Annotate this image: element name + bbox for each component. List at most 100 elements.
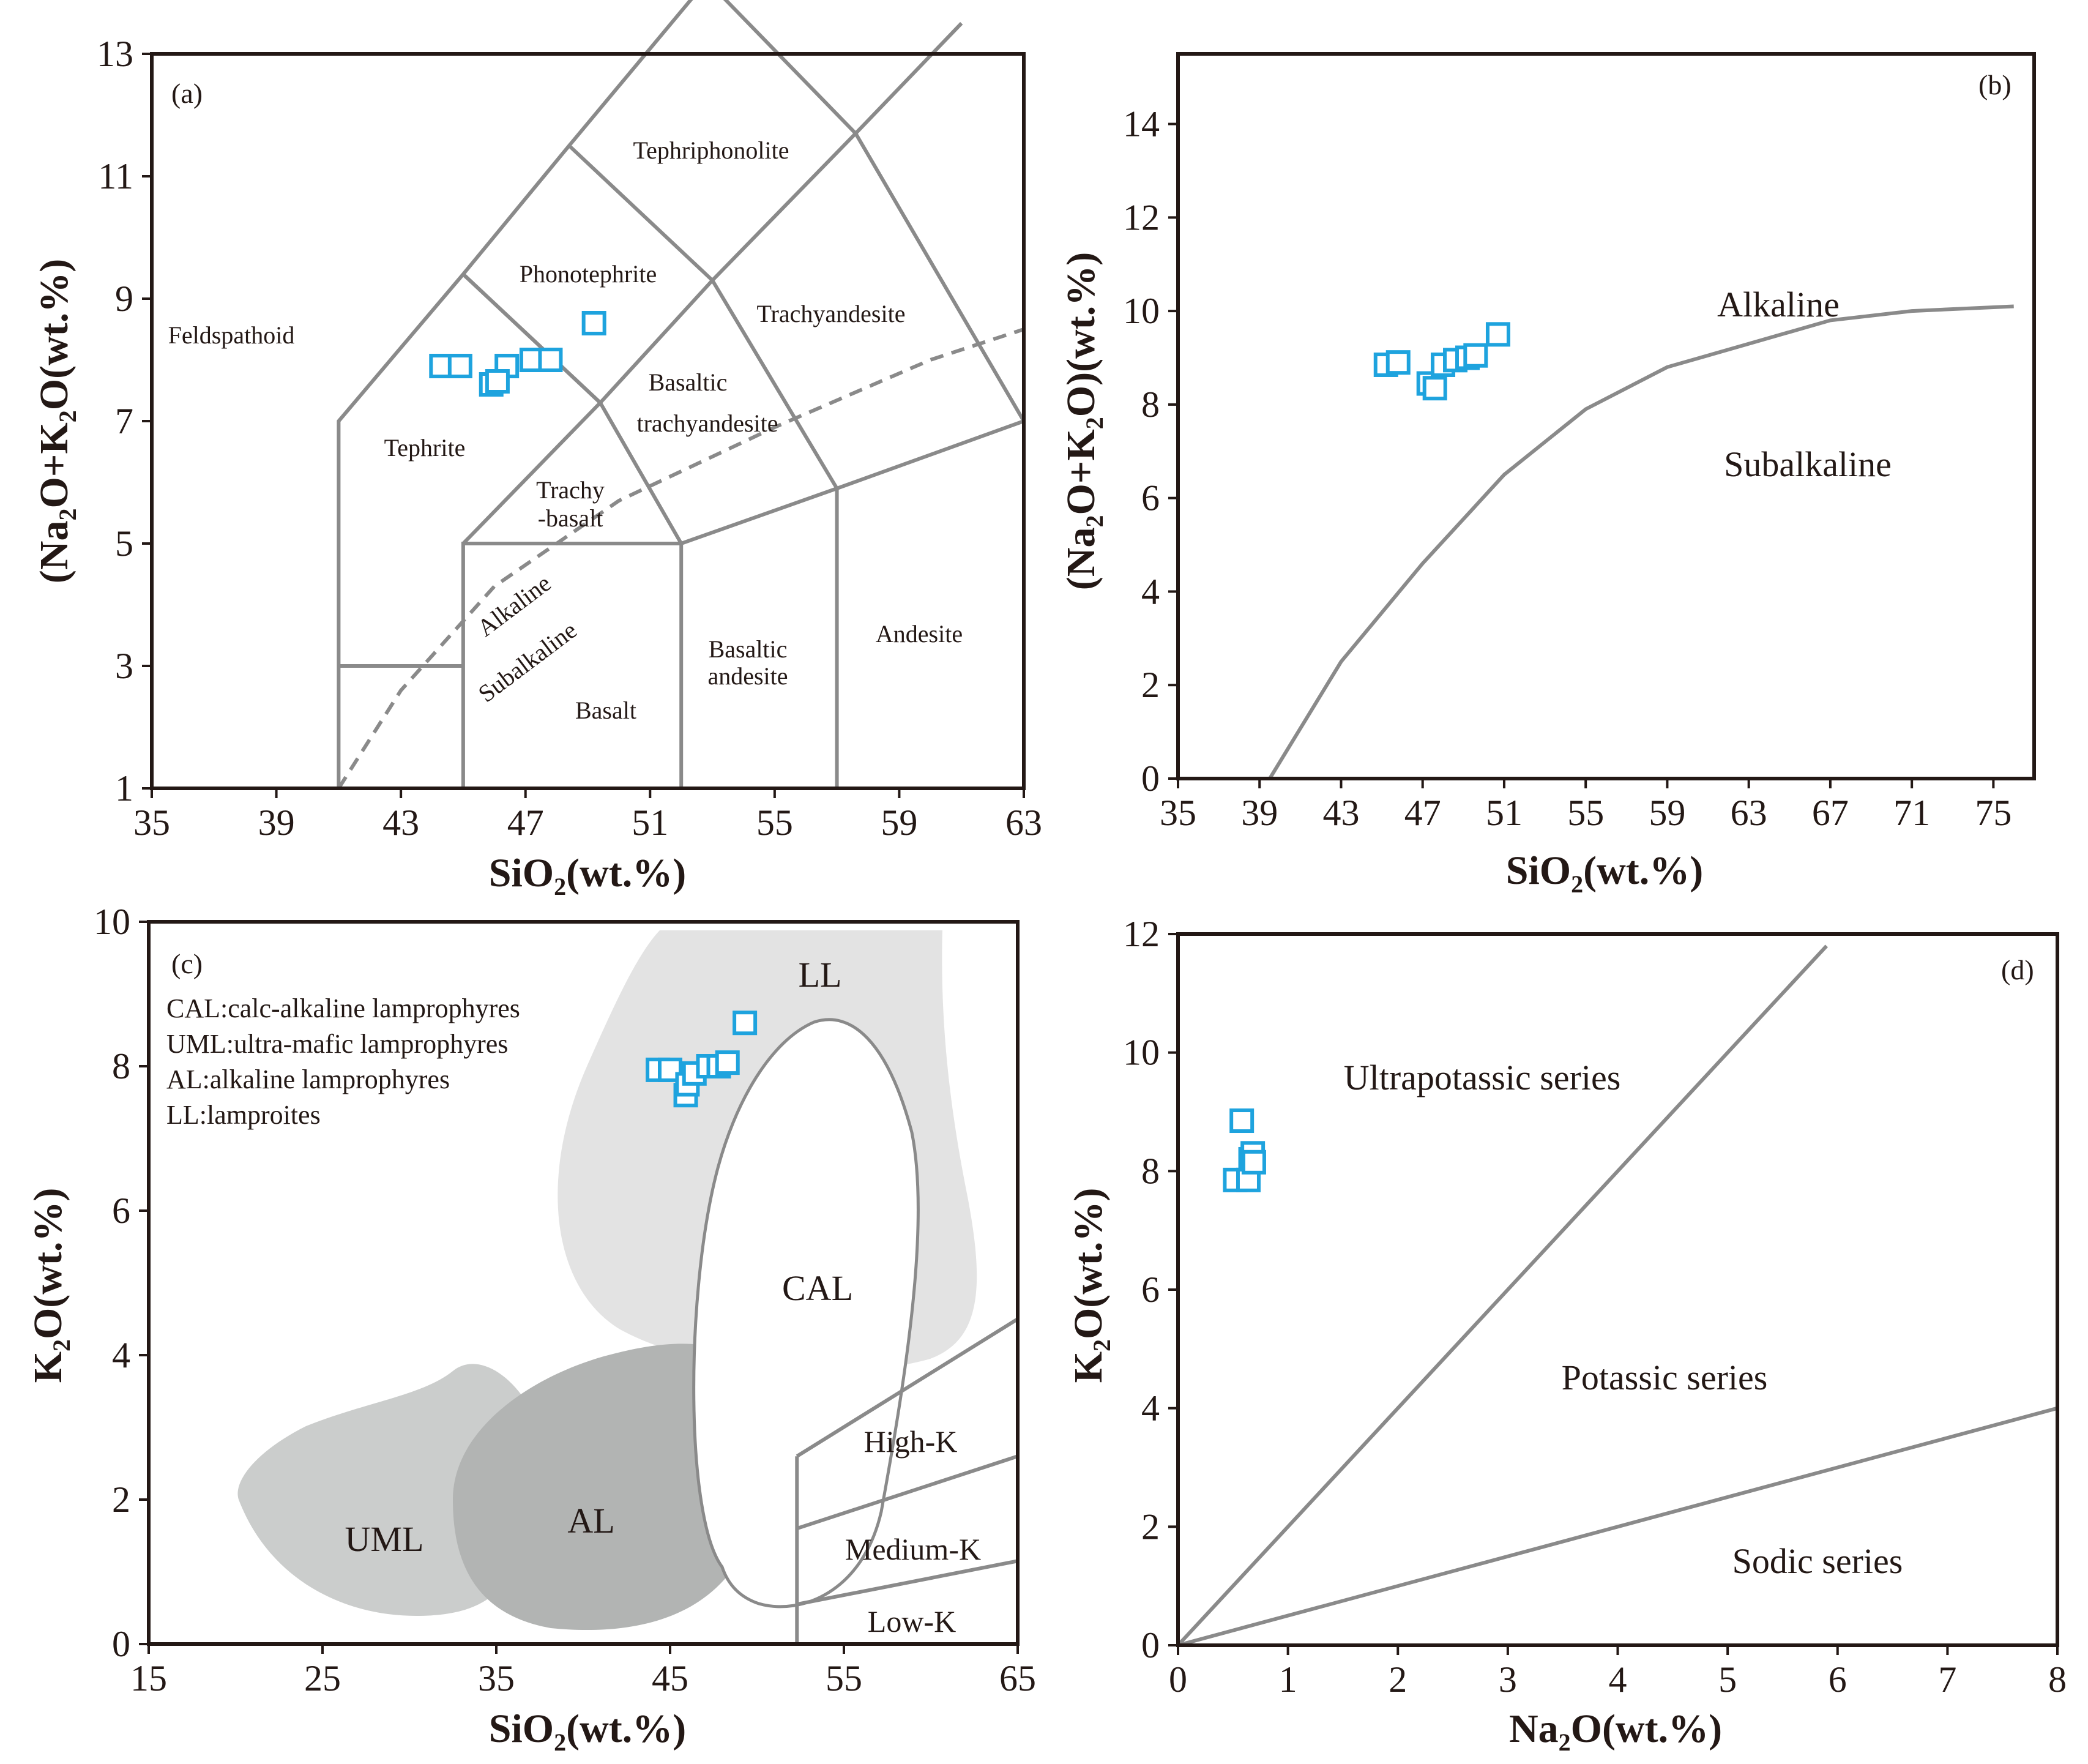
x-tick-label: 35: [1160, 793, 1196, 833]
field-label-potassic: Potassic series: [1562, 1358, 1768, 1397]
field-label-al: AL: [567, 1501, 614, 1541]
x-tick-label: 51: [632, 802, 668, 843]
sample-point: [447, 354, 472, 378]
y-tick-label: 8: [1141, 1151, 1160, 1191]
legend-uml: UML:ultra-mafic lamprophyres: [166, 1029, 508, 1059]
x-tick-label: 47: [1404, 793, 1441, 833]
panel-c-label: (c): [171, 948, 203, 979]
field-label-tephrite: Tephrite: [384, 434, 466, 462]
panel-b-frame: [1176, 52, 2036, 780]
field-label-high-k: High-K: [864, 1424, 958, 1459]
y-tick-label: 14: [1123, 104, 1160, 144]
y-tick-label: 10: [94, 902, 130, 942]
sample-point: [1385, 350, 1411, 375]
x-tick-label: 43: [1322, 793, 1359, 833]
x-tick-label: 5: [1718, 1659, 1737, 1700]
panel-d-label: (d): [2001, 954, 2034, 985]
panel-c-lamprophyre-diagram: 15 25 35 45 55 65 0 2 4 6 8 10 (c) CAL:calc-alkalin…: [26, 902, 1036, 1756]
field-label-basalt: Basalt: [575, 697, 636, 724]
x-tick-label: 45: [652, 1658, 688, 1699]
x-tick-label: 71: [1893, 793, 1930, 833]
field-boundary: [1176, 944, 1828, 1647]
field-boundary: [567, 144, 714, 282]
x-tick-label: 4: [1609, 1659, 1627, 1700]
y-tick-label: 9: [115, 278, 133, 319]
field-boundary: [854, 132, 1026, 422]
sample-point: [1485, 322, 1510, 347]
y-tick-label: 0: [1141, 758, 1160, 799]
field-label-ultrapotassic: Ultrapotassic series: [1344, 1058, 1621, 1097]
sample-point: [733, 1011, 758, 1036]
x-tick-label: 8: [2048, 1659, 2067, 1700]
legend-al: AL:alkaline lamprophyres: [166, 1064, 450, 1094]
x-tick-label: 75: [1975, 793, 2012, 833]
panel-d-series-boundaries: [1176, 944, 2058, 1647]
sample-point: [715, 1050, 740, 1075]
panel-b-label: (b): [1978, 69, 2012, 100]
panel-a-x-axis-label: SiO2(wt.%): [489, 851, 687, 900]
x-tick-label: 65: [999, 1658, 1036, 1699]
y-tick-label: 12: [1123, 914, 1160, 954]
field-label-alkaline: Alkaline: [472, 569, 556, 642]
x-tick-label: 35: [133, 802, 170, 843]
panel-d-x-axis-label: Na2O(wt.%): [1509, 1706, 1722, 1756]
x-tick-label: 15: [130, 1658, 167, 1699]
y-tick-label: 8: [112, 1046, 130, 1086]
y-tick-label: 4: [1141, 571, 1160, 611]
panel-c-data-points: [646, 1011, 758, 1108]
x-tick-label: 3: [1499, 1659, 1517, 1700]
field-label-alkaline-b: Alkaline: [1717, 285, 1840, 324]
uml-field: [237, 1364, 533, 1616]
x-tick-label: 59: [1649, 793, 1685, 833]
panel-c-y-axis-label: K2O(wt.%): [26, 1188, 75, 1383]
field-label-feldspathoid: Feldspathoid: [168, 321, 295, 349]
field-label-phonotephrite: Phonotephrite: [520, 260, 657, 288]
field-label-subalkaline-b: Subalkaline: [1724, 444, 1892, 484]
y-tick-label: 8: [1141, 384, 1160, 425]
panel-d-frame: [1176, 932, 2059, 1647]
y-tick-label: 0: [112, 1624, 130, 1664]
panel-d-data-points: [1223, 1108, 1266, 1192]
x-tick-label: 39: [1241, 793, 1278, 833]
field-label-tephriphonolite: Tephriphonolite: [633, 136, 789, 164]
field-boundary: [796, 1317, 1019, 1458]
panel-b-x-axis-label: SiO2(wt.%): [1506, 848, 1704, 898]
panel-b-ticks: 35 39 43 47 51 55 59 63 67 71 75 0 2 4 6 8 10 12 14: [1123, 104, 2012, 833]
panel-a-y-axis-label: (Na2O+K2O(wt.%): [32, 259, 81, 583]
x-tick-label: 0: [1169, 1659, 1187, 1700]
sample-point: [1422, 376, 1447, 401]
x-tick-label: 2: [1389, 1659, 1407, 1700]
sample-point: [485, 369, 510, 394]
field-label-low-k: Low-K: [868, 1604, 956, 1639]
y-tick-label: 2: [1141, 665, 1160, 705]
x-tick-label: 25: [304, 1658, 341, 1699]
y-tick-label: 10: [1123, 1033, 1160, 1073]
x-tick-label: 39: [258, 802, 295, 843]
y-tick-label: 2: [112, 1479, 130, 1520]
x-tick-label: 6: [1829, 1659, 1847, 1700]
sample-point: [1241, 1149, 1266, 1175]
sample-point: [538, 348, 563, 372]
y-tick-label: 0: [1141, 1625, 1160, 1665]
y-tick-label: 13: [97, 34, 133, 74]
field-label-trachyandesite: Trachyandesite: [757, 300, 906, 327]
y-tick-label: 11: [98, 156, 133, 196]
x-tick-label: 63: [1005, 802, 1042, 843]
x-tick-label: 67: [1812, 793, 1849, 833]
field-boundary: [1177, 1406, 2058, 1647]
field-label-basaltic-andesite-1: Basaltic: [709, 635, 788, 663]
panel-b-alkalinity-diagram: 35 39 43 47 51 55 59 63 67 71 75 0 2 4 6 8 10 12 14 (b) Al…: [1059, 52, 2036, 898]
alkaline-subalkaline-curve: [1268, 304, 2014, 780]
field-label-trachybasalt-1: Trachy: [536, 476, 605, 504]
field-label-cal: CAL: [782, 1268, 853, 1308]
field-label-trachybasalt-2: -basalt: [538, 504, 603, 532]
y-tick-label: 3: [115, 646, 133, 686]
x-tick-label: 55: [826, 1658, 862, 1699]
y-tick-label: 6: [1141, 1269, 1160, 1310]
field-label-basaltic-trachyandesite-1: Basaltic: [649, 368, 728, 396]
sample-point: [581, 311, 606, 335]
panel-b-field-boundaries: [1268, 304, 2014, 780]
